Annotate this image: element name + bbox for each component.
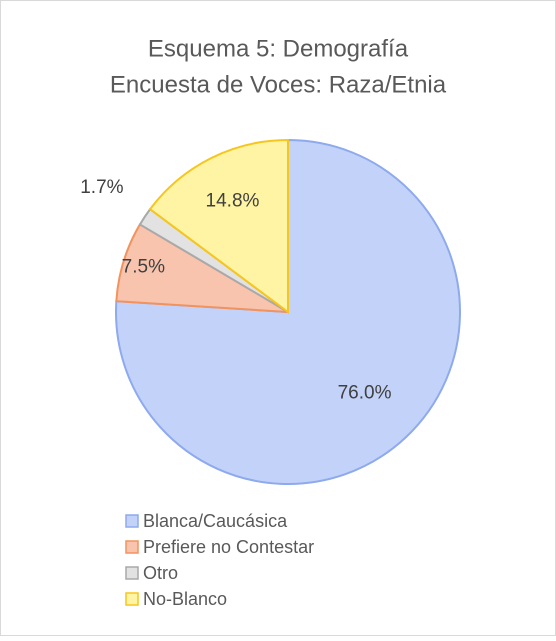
legend-swatch xyxy=(125,592,139,606)
legend-swatch xyxy=(125,566,139,580)
data-label: 1.7% xyxy=(80,177,123,198)
pie-slice xyxy=(148,138,289,314)
legend-label: Blanca/Caucásica xyxy=(143,511,288,531)
data-label: 7.5% xyxy=(122,257,165,278)
legend-swatch xyxy=(125,540,139,554)
legend-swatch xyxy=(125,514,139,528)
legend-label: Otro xyxy=(143,563,178,583)
legend-label: No-Blanco xyxy=(143,589,227,609)
chart-title: Encuesta de Voces: Raza/Etnia xyxy=(110,71,447,98)
data-label: 14.8% xyxy=(206,190,260,211)
chart-title: Esquema 5: Demografía xyxy=(148,35,409,62)
data-label: 76.0% xyxy=(338,383,392,404)
legend-label: Prefiere no Contestar xyxy=(143,537,314,557)
